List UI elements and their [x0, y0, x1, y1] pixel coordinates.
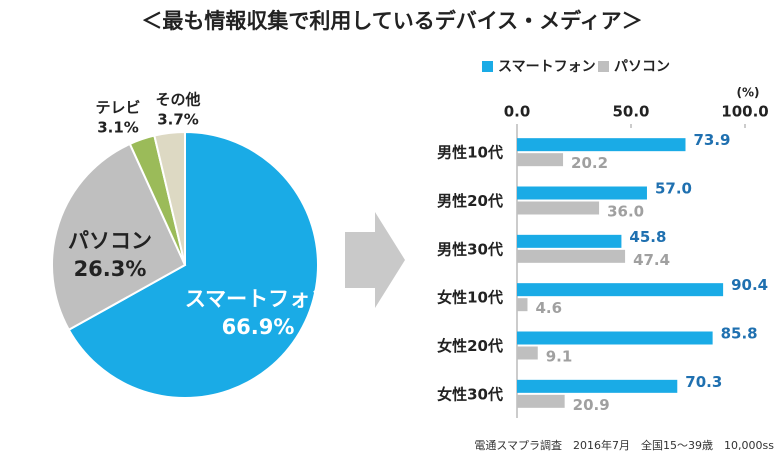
value-label: 36.0 — [607, 203, 644, 221]
arrow — [345, 212, 405, 308]
slice-value: 3.1% — [97, 119, 139, 137]
bar — [517, 234, 622, 248]
slice-value: 3.7% — [157, 111, 199, 129]
y-tick-label: 男性10代 — [437, 144, 503, 162]
bar — [517, 331, 713, 345]
bar — [517, 138, 686, 152]
pie-slice — [67, 130, 319, 399]
y-tick-label: 男性30代 — [437, 240, 503, 258]
slice-category: パソコン — [68, 229, 152, 253]
legend-swatch — [482, 61, 493, 72]
legend-label: パソコン — [614, 59, 670, 75]
legend-label: スマートフォン — [498, 59, 596, 75]
slice-category: テレビ — [95, 99, 140, 117]
slice-value: 66.9% — [222, 315, 295, 339]
bar — [517, 153, 564, 167]
y-tick-label: 女性10代 — [437, 289, 503, 307]
slice-category: スマートフォン — [185, 287, 331, 311]
y-tick-label: 女性30代 — [437, 385, 503, 403]
bar — [517, 186, 647, 200]
value-label: 4.6 — [535, 299, 562, 317]
pie-slice — [153, 130, 186, 266]
bar — [517, 201, 600, 215]
value-label: 47.4 — [633, 251, 670, 269]
x-tick-label: 50.0 — [612, 103, 649, 121]
bar — [517, 346, 538, 360]
y-tick-label: 男性20代 — [437, 192, 503, 210]
slice-category: その他 — [155, 91, 200, 109]
x-unit: (%) — [737, 86, 760, 100]
value-label: 57.0 — [655, 180, 692, 198]
slice-value: 26.3% — [74, 257, 147, 281]
pie-slice — [51, 142, 187, 332]
value-label: 45.8 — [629, 228, 666, 246]
value-label: 70.3 — [685, 373, 722, 391]
x-tick-label: 0.0 — [504, 103, 531, 121]
value-label: 73.9 — [693, 131, 730, 149]
source-note: 電通スマプラ調査 2016年7月 全国15～39歳 10,000ss — [474, 438, 774, 452]
bar — [517, 298, 528, 312]
y-tick-label: 女性20代 — [437, 337, 503, 355]
x-tick-label: 100.0 — [721, 103, 768, 121]
bar — [517, 379, 678, 393]
value-label: 90.4 — [731, 276, 768, 294]
value-label: 20.9 — [573, 396, 610, 414]
legend-swatch — [598, 61, 609, 72]
value-label: 9.1 — [546, 348, 573, 366]
bar — [517, 249, 626, 263]
value-label: 20.2 — [571, 154, 608, 172]
value-label: 85.8 — [721, 325, 758, 343]
title: ＜最も情報収集で利用しているデバイス・メディア＞ — [141, 9, 642, 33]
bar — [517, 394, 565, 408]
bar — [517, 283, 724, 297]
